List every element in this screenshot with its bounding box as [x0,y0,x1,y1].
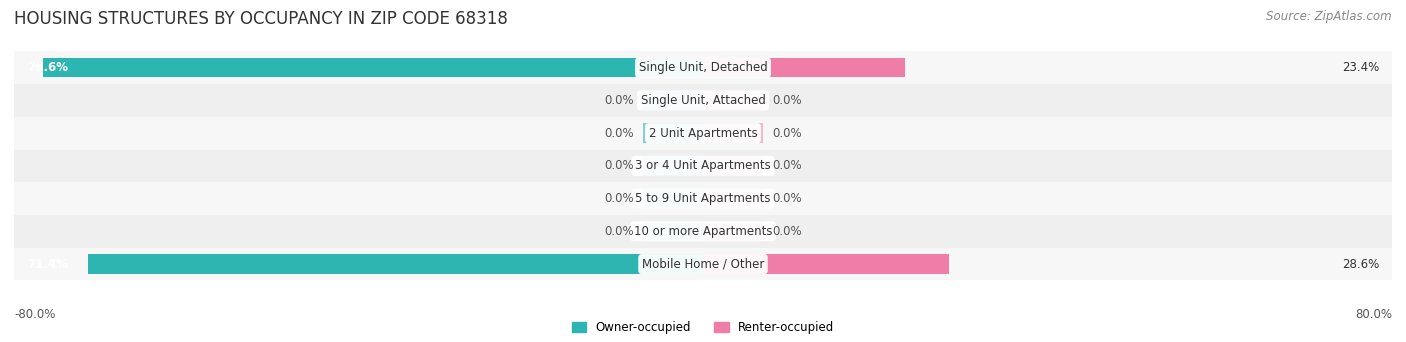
Text: 0.0%: 0.0% [772,192,801,205]
Bar [14,84,1392,117]
Bar [14,248,1392,280]
Text: 5 to 9 Unit Apartments: 5 to 9 Unit Apartments [636,192,770,205]
Bar [703,222,763,241]
Text: -80.0%: -80.0% [14,308,55,321]
Text: Mobile Home / Other: Mobile Home / Other [641,258,765,271]
Text: 0.0%: 0.0% [605,94,634,107]
Bar [643,123,703,143]
Text: 0.0%: 0.0% [605,192,634,205]
Text: 28.6%: 28.6% [1341,258,1379,271]
Text: 0.0%: 0.0% [772,225,801,238]
Text: 0.0%: 0.0% [605,127,634,140]
Text: 76.6%: 76.6% [27,61,67,74]
Bar [703,58,904,78]
Bar [14,51,1392,84]
Bar [14,117,1392,149]
Bar [643,222,703,241]
Text: 23.4%: 23.4% [1341,61,1379,74]
Text: 3 or 4 Unit Apartments: 3 or 4 Unit Apartments [636,159,770,172]
Bar [14,182,1392,215]
Bar [643,91,703,110]
Legend: Owner-occupied, Renter-occupied: Owner-occupied, Renter-occupied [567,316,839,339]
Text: 2 Unit Apartments: 2 Unit Apartments [648,127,758,140]
Text: 0.0%: 0.0% [772,127,801,140]
Text: 80.0%: 80.0% [1355,308,1392,321]
Bar [643,156,703,176]
Text: 0.0%: 0.0% [772,159,801,172]
Text: 0.0%: 0.0% [605,225,634,238]
Text: HOUSING STRUCTURES BY OCCUPANCY IN ZIP CODE 68318: HOUSING STRUCTURES BY OCCUPANCY IN ZIP C… [14,10,508,28]
Text: Single Unit, Detached: Single Unit, Detached [638,61,768,74]
Bar [14,149,1392,182]
Bar [703,123,763,143]
Bar [703,91,763,110]
Text: Source: ZipAtlas.com: Source: ZipAtlas.com [1267,10,1392,23]
Bar [703,156,763,176]
Bar [44,58,703,78]
Text: 10 or more Apartments: 10 or more Apartments [634,225,772,238]
Bar [643,189,703,208]
Text: 0.0%: 0.0% [605,159,634,172]
Text: 0.0%: 0.0% [772,94,801,107]
Bar [14,215,1392,248]
Bar [703,254,949,274]
Text: Single Unit, Attached: Single Unit, Attached [641,94,765,107]
Text: 71.4%: 71.4% [27,258,67,271]
Bar [703,189,763,208]
Bar [89,254,703,274]
